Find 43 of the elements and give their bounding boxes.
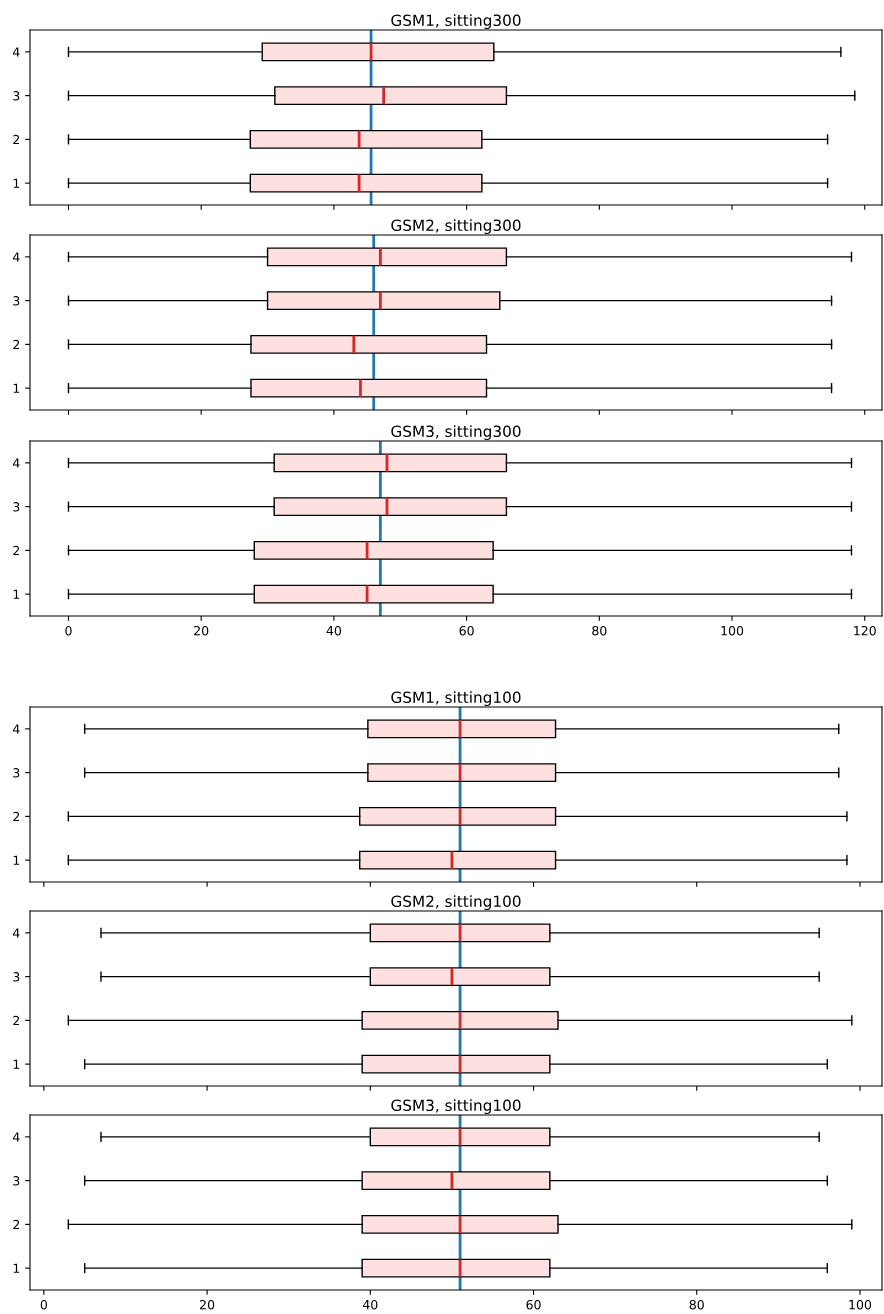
- y-tick-label: 3: [13, 972, 20, 982]
- y-tick-label: 3: [13, 768, 20, 778]
- y-tick-label: 4: [12, 47, 20, 57]
- y-tick-label: 1: [13, 1263, 20, 1273]
- x-tick-label: 20: [194, 625, 209, 636]
- y-tick-label: 3: [13, 91, 20, 101]
- x-tick-label: 60: [526, 1299, 541, 1310]
- y-tick-label: 4: [12, 252, 20, 262]
- chart-title: GSM2, sitting100: [391, 895, 521, 911]
- x-tick-label: 60: [459, 625, 474, 636]
- y-tick-label: 1: [13, 383, 20, 393]
- y-tick-label: 1: [13, 855, 20, 865]
- x-tick-label: 120: [854, 625, 876, 636]
- x-tick-label: 80: [592, 625, 607, 636]
- y-tick-label: 2: [13, 545, 20, 556]
- y-tick-label: 2: [13, 1015, 20, 1026]
- x-tick-label: 100: [849, 1299, 872, 1310]
- y-tick-label: 2: [13, 339, 20, 350]
- y-tick-label: 2: [13, 1219, 20, 1230]
- x-tick-label: 0: [65, 625, 72, 636]
- chart-title: GSM3, sitting300: [391, 425, 521, 441]
- y-tick-label: 4: [12, 928, 20, 938]
- y-tick-label: 2: [13, 811, 20, 822]
- x-tick-label: 0: [40, 1299, 48, 1310]
- y-tick-label: 4: [12, 1132, 20, 1142]
- y-tick-label: 3: [13, 1176, 20, 1186]
- x-tick-label: 100: [721, 625, 744, 636]
- y-tick-label: 4: [12, 458, 20, 468]
- y-tick-label: 1: [13, 1059, 20, 1069]
- x-tick-label: 20: [200, 1299, 215, 1310]
- chart-title: GSM1, sitting300: [391, 14, 521, 30]
- chart-title: GSM2, sitting300: [391, 219, 521, 235]
- y-tick-label: 3: [13, 296, 20, 306]
- x-tick-label: 40: [362, 1299, 378, 1310]
- chart-title: GSM1, sitting100: [391, 691, 521, 707]
- x-tick-label: 80: [689, 1299, 704, 1310]
- y-tick-label: 4: [12, 724, 20, 734]
- y-tick-label: 1: [13, 178, 20, 188]
- y-tick-label: 1: [13, 589, 20, 599]
- x-tick-label: 40: [326, 625, 342, 636]
- y-tick-label: 3: [13, 502, 20, 512]
- y-tick-label: 2: [13, 134, 20, 145]
- chart-title: GSM3, sitting100: [391, 1099, 521, 1115]
